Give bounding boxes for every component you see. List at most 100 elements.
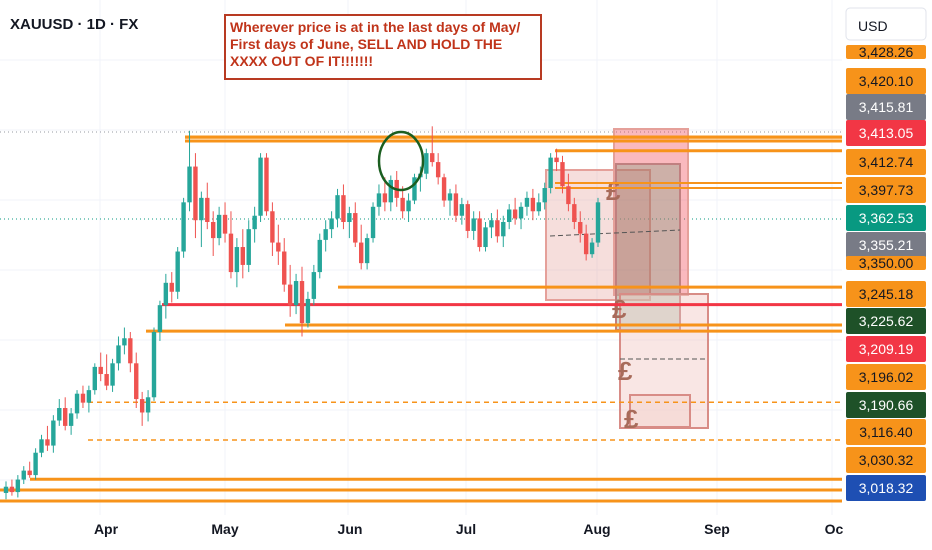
price-label: 3,018.32 <box>846 475 926 501</box>
candle-body <box>507 209 512 223</box>
price-label: 3,420.10 <box>846 68 926 94</box>
candle-body <box>264 157 269 212</box>
highlight-ellipse <box>377 130 425 192</box>
candle-body <box>181 202 186 252</box>
pound-marker: £ <box>612 294 627 324</box>
candle-body <box>21 470 26 480</box>
candle-body <box>139 399 145 413</box>
candle-body <box>412 177 417 201</box>
candle-body <box>92 366 97 391</box>
annotation-note[interactable]: Wherever price is at in the last days of… <box>224 14 542 80</box>
price-label: 3,362.53 <box>846 205 926 231</box>
candle-body <box>578 222 583 234</box>
candle-body <box>80 393 86 403</box>
candle-body <box>216 214 222 239</box>
price-label-bg <box>846 336 926 362</box>
price-label-text: 3,397.73 <box>859 182 914 198</box>
price-label-bg <box>846 364 926 390</box>
month-label: Jun <box>338 521 363 537</box>
candle-body <box>359 242 364 264</box>
candle-body <box>370 206 376 239</box>
trade-box <box>619 293 709 429</box>
trade-box <box>615 163 681 331</box>
candle-body <box>317 239 322 273</box>
candle-body <box>566 186 571 205</box>
month-label: Apr <box>94 521 119 537</box>
candle-body <box>74 393 80 414</box>
price-label-text: 3,350.00 <box>859 255 914 271</box>
candle-body <box>400 197 405 212</box>
price-label-bg <box>846 177 926 203</box>
candle-body <box>542 188 547 203</box>
candle-body <box>15 479 21 493</box>
candle-body <box>347 213 352 223</box>
price-label: 3,030.32 <box>846 447 926 473</box>
price-label-bg <box>846 256 926 270</box>
price-axis: 3,428.26 3,420.10 3,415.81 3,413.05 3,412.74… <box>842 0 932 550</box>
candle-body <box>187 166 192 203</box>
price-label-bg <box>846 45 926 59</box>
candle-body <box>110 363 115 386</box>
price-label: 3,225.62 <box>846 308 926 334</box>
trade-boxes: £ £ £ £ <box>545 128 709 434</box>
box-dash <box>549 229 681 237</box>
price-label: 3,428.26 <box>846 44 926 60</box>
candle-body <box>489 220 494 228</box>
price-label: 3,245.18 <box>846 281 926 307</box>
candle-body <box>51 420 56 446</box>
symbol-title[interactable]: XAUUSD · 1D · FX <box>10 16 139 33</box>
price-label-text: 3,362.53 <box>859 210 914 226</box>
price-label-bg <box>846 308 926 334</box>
price-label-bg <box>846 68 926 94</box>
candle-body <box>382 193 388 203</box>
candle-body <box>128 338 133 364</box>
horizontal-levels <box>0 135 842 503</box>
candle-body <box>512 209 518 219</box>
price-label-bg <box>846 392 926 418</box>
price-label-bg <box>846 475 926 501</box>
candle-body <box>240 247 245 265</box>
candle-body <box>211 222 216 239</box>
price-label-text: 3,355.21 <box>859 237 914 253</box>
candle-body <box>68 413 74 426</box>
candle-body <box>406 200 411 212</box>
time-axis: Apr May Jun Jul Aug Sep Oc <box>94 521 844 537</box>
month-label: Aug <box>583 521 610 537</box>
candle-body <box>483 227 488 248</box>
pound-marker: £ <box>624 404 639 434</box>
candle-body <box>424 153 429 174</box>
price-label: 3,190.66 <box>846 392 926 418</box>
candle-body <box>276 242 281 252</box>
candle-body <box>175 251 180 292</box>
candle-body <box>270 211 275 243</box>
candle-body <box>329 218 334 230</box>
candle-body <box>560 162 565 187</box>
price-label: 3,413.05 <box>846 120 926 146</box>
price-label-text: 3,018.32 <box>859 480 914 496</box>
price-label: 3,397.73 <box>846 177 926 203</box>
price-label-bg <box>846 447 926 473</box>
price-label-bg <box>846 149 926 175</box>
candle-body <box>435 162 441 178</box>
price-label-text: 3,209.19 <box>859 341 914 357</box>
candle-body <box>282 251 287 285</box>
price-label-text: 3,245.18 <box>859 286 914 302</box>
candle-body <box>104 374 109 386</box>
currency-label[interactable]: USD <box>858 18 888 34</box>
candle-body <box>9 486 15 493</box>
candle-body <box>595 202 601 243</box>
price-label-bg <box>846 232 926 258</box>
candle-body <box>589 242 595 255</box>
price-label-text: 3,190.66 <box>859 397 914 413</box>
pound-marker: £ <box>606 176 621 206</box>
month-label: Jul <box>456 521 476 537</box>
candle-body <box>376 193 382 207</box>
candle-body <box>163 282 169 306</box>
price-label-bg <box>846 120 926 146</box>
candle-body <box>530 197 536 212</box>
candle-body <box>98 366 103 375</box>
candle-body <box>364 238 370 264</box>
price-label-text: 3,412.74 <box>859 154 914 170</box>
candle-body <box>518 206 524 219</box>
